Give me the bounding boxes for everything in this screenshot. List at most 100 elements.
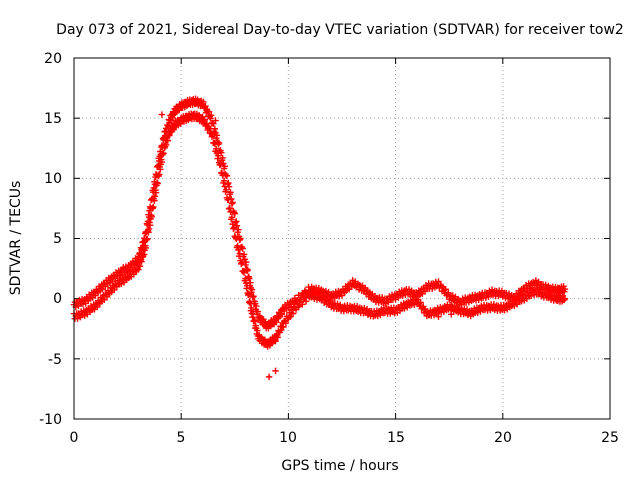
data-point xyxy=(238,259,246,266)
data-point xyxy=(211,140,218,147)
x-tick-labels: 0 5 10 15 20 25 xyxy=(70,430,619,446)
data-point xyxy=(230,224,238,231)
data-point xyxy=(208,130,215,137)
data-point xyxy=(226,204,233,212)
data-point xyxy=(146,221,154,229)
data-point xyxy=(265,373,273,381)
data-point xyxy=(235,246,242,254)
data-point xyxy=(561,296,568,304)
data-point xyxy=(148,213,155,220)
x-axis-label: GPS time / hours xyxy=(281,458,398,474)
data-point xyxy=(233,235,240,242)
data-point xyxy=(435,313,442,320)
data-point xyxy=(442,286,449,293)
data-point xyxy=(227,208,234,215)
data-point xyxy=(435,278,442,285)
data-point xyxy=(145,225,153,233)
data-point xyxy=(207,115,214,122)
data-point xyxy=(160,150,167,157)
data-point xyxy=(232,234,239,241)
data-point xyxy=(238,260,245,268)
data-point xyxy=(202,102,209,110)
data-point xyxy=(282,319,290,327)
data-point xyxy=(223,186,230,193)
data-point xyxy=(228,195,235,203)
data-point xyxy=(144,235,151,243)
data-point xyxy=(233,218,240,225)
y-tick-label: -10 xyxy=(39,412,62,428)
data-point xyxy=(203,120,211,127)
data-point xyxy=(231,210,238,217)
data-point xyxy=(126,266,133,273)
data-point xyxy=(219,171,226,179)
data-point xyxy=(164,137,171,144)
data-point xyxy=(289,310,297,317)
data-point xyxy=(154,180,161,187)
data-point xyxy=(209,131,216,139)
data-point xyxy=(158,158,166,166)
data-point xyxy=(156,171,163,178)
data-point xyxy=(247,300,254,307)
data-point xyxy=(254,308,262,315)
data-point xyxy=(142,244,150,252)
data-point xyxy=(248,304,255,312)
data-point xyxy=(362,284,369,291)
data-point xyxy=(236,236,244,244)
y-tick-label: 0 xyxy=(53,291,62,307)
data-point xyxy=(302,298,310,305)
data-point xyxy=(201,116,208,123)
x-tick-label: 15 xyxy=(387,430,405,446)
data-point xyxy=(120,264,127,271)
data-point xyxy=(228,214,236,221)
data-point xyxy=(151,193,159,200)
data-point xyxy=(249,310,257,318)
data-point xyxy=(280,323,287,331)
series-2 xyxy=(120,111,472,381)
data-point xyxy=(292,306,300,313)
data-point xyxy=(236,250,244,257)
y-axis-label: SDTVAR / TECUs xyxy=(8,181,24,296)
data-point xyxy=(229,220,236,228)
y-tick-labels: -10 -5 0 5 10 15 20 xyxy=(39,51,62,428)
grid-layer xyxy=(74,58,610,419)
data-point xyxy=(103,293,111,301)
data-point xyxy=(92,292,99,299)
data-point xyxy=(228,200,236,207)
series-1 xyxy=(70,110,569,350)
data-point xyxy=(250,292,257,300)
data-point xyxy=(152,189,160,196)
plot-frame xyxy=(73,57,611,420)
data-point xyxy=(240,251,248,258)
data-point xyxy=(225,196,232,204)
data-point xyxy=(207,125,214,132)
data-point xyxy=(274,334,281,341)
data-point xyxy=(254,327,261,334)
data-point xyxy=(212,117,219,124)
data-point xyxy=(158,111,166,118)
data-point xyxy=(561,285,569,293)
data-point xyxy=(235,226,242,233)
data-point xyxy=(221,163,228,170)
series-0 xyxy=(70,95,569,332)
data-point xyxy=(150,203,157,211)
data-point xyxy=(205,108,213,115)
data-point xyxy=(213,135,220,142)
data-point xyxy=(136,262,144,270)
y-tick-label: 5 xyxy=(53,231,62,247)
data-point xyxy=(229,199,236,206)
data-point xyxy=(169,114,176,122)
data-point xyxy=(273,319,280,326)
data-point xyxy=(561,295,569,302)
y-tick-label: 15 xyxy=(44,111,62,127)
data-point xyxy=(239,245,246,252)
data-point xyxy=(102,283,109,290)
data-point xyxy=(244,266,251,274)
x-tick-label: 0 xyxy=(70,430,79,446)
x-tick-label: 10 xyxy=(279,430,297,446)
data-point xyxy=(94,303,101,311)
data-point xyxy=(230,225,237,232)
data-point xyxy=(215,152,222,159)
data-point xyxy=(213,145,220,153)
data-point xyxy=(448,311,455,318)
